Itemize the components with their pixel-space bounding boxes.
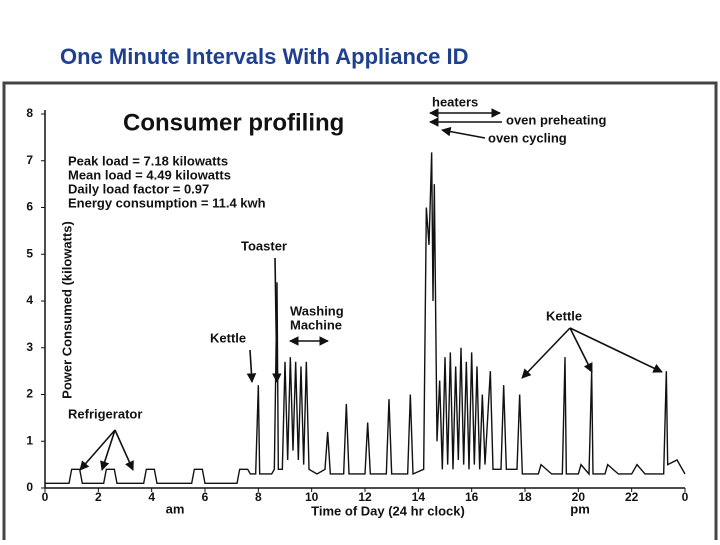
stat: Peak load = 7.18 kilowatts [68,153,228,168]
x-tick-label: 22 [625,490,639,504]
slide-title: One Minute Intervals With Appliance ID [60,44,468,69]
arrow [569,327,663,373]
y-tick-label: 3 [26,340,33,354]
y-tick-label: 0 [26,480,33,494]
chart-frame [2,81,718,545]
y-tick-label: 5 [26,246,33,260]
stat: Mean load = 4.49 kilowatts [68,167,231,182]
period-label: pm [570,501,590,516]
x-tick-label: 2 [95,490,102,504]
x-tick-label: 4 [148,490,155,504]
arrows [79,108,663,471]
x-tick-label: 0 [682,490,689,504]
y-tick-label: 2 [26,387,33,401]
annotation: Toaster [241,238,287,253]
x-tick-label: 18 [518,490,532,504]
annotation: Refrigerator [68,406,142,421]
x-tick-label: 14 [412,490,426,504]
y-tick-label: 6 [26,200,33,214]
y-tick-label: 8 [26,106,33,120]
annotation: Machine [290,317,342,332]
arrow [521,327,571,379]
x-tick-label: 12 [358,490,372,504]
arrow [441,126,486,139]
arrow [100,429,116,471]
x-tick-label: 0 [42,490,49,504]
stat: Energy consumption = 11.4 kwh [68,195,266,210]
annotation: oven preheating [506,112,606,127]
y-tick-label: 7 [26,153,33,167]
x-tick-label: 6 [202,490,209,504]
power-line [45,152,686,485]
stat: Daily load factor = 0.97 [68,181,209,196]
annotation: Kettle [546,308,582,323]
arrow [79,429,116,471]
y-tick-label: 4 [26,293,33,307]
annotation: Washing [290,303,344,318]
arrow [114,429,134,471]
arrow [569,327,593,373]
x-tick-label: 10 [305,490,319,504]
x-tick-label: 16 [465,490,479,504]
y-tick-label: 1 [26,433,33,447]
arrow [246,349,257,383]
x-tick-label: 8 [255,490,262,504]
annotation: Kettle [210,330,246,345]
chart-title: Consumer profiling [123,109,344,136]
annotation: heaters [432,94,478,109]
period-label: am [166,501,185,516]
y-axis-label: Power Consumed (kilowatts) [59,221,74,399]
annotation: oven cycling [488,130,567,145]
x-tick-label: 20 [572,490,586,504]
x-axis-label: Time of Day (24 hr clock) [311,503,465,518]
